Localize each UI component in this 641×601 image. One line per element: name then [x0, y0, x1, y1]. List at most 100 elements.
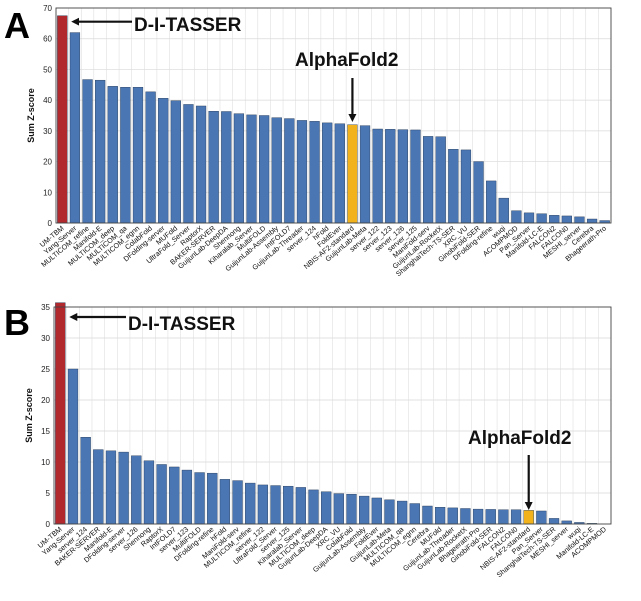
- bar-server-126: [397, 129, 408, 224]
- y-tick-label: 0: [48, 219, 53, 228]
- bar-dfolding-refine: [486, 180, 497, 224]
- bar-guijunlab-deepda: [321, 491, 332, 525]
- bar-cerebra: [422, 505, 433, 525]
- y-tick-label: 5: [46, 489, 51, 498]
- bar-guijunlab-threader: [447, 507, 458, 525]
- bar-meshi-server: [574, 216, 585, 224]
- bar-hfold: [322, 122, 333, 224]
- bar-falcon2: [498, 509, 509, 525]
- bar-xrc-vu: [333, 493, 344, 525]
- bar-um-tbm: [55, 302, 66, 525]
- bar-kiharalab-server: [246, 114, 257, 224]
- bar-guijunlab-meta: [359, 125, 371, 224]
- bar-shanghaitech-ts-ser: [548, 518, 560, 525]
- bar-guijunlab-deepda: [221, 111, 232, 224]
- bar-raptorx: [195, 105, 207, 224]
- bar-ultrafold-server: [183, 104, 194, 224]
- annotation-alphafold2: AlphaFold2: [468, 428, 571, 449]
- y-tick-label: 15: [41, 427, 50, 436]
- y-axis-label: Sum Z-score: [26, 88, 36, 143]
- bar-baker-server: [93, 449, 104, 525]
- bar-multicom-egnn: [132, 87, 144, 224]
- bar-pan-server: [523, 212, 535, 224]
- bar-dfolding-server: [158, 98, 169, 224]
- bar-multicom-deep: [308, 489, 319, 525]
- bar-server-124: [309, 121, 320, 224]
- bar-multifold: [259, 115, 270, 224]
- bar-cerebra: [586, 218, 598, 224]
- y-tick-label: 50: [43, 65, 52, 74]
- grid: [55, 7, 612, 224]
- bar-multicom-refine: [82, 79, 93, 224]
- bar-server-125: [410, 129, 421, 224]
- bar-dfolding-refine: [207, 472, 218, 525]
- bar-manifold-serv: [232, 480, 243, 525]
- bar-guijunlab-threader: [296, 120, 308, 224]
- bar-multicom-refine: [245, 482, 256, 525]
- bars: [57, 15, 610, 224]
- bar-falcon0: [561, 215, 572, 224]
- bar-manifold-e: [95, 79, 106, 224]
- bar-pan-server: [536, 510, 547, 525]
- bar-manifold-e: [105, 450, 117, 525]
- bar-ultrafold-server: [270, 485, 281, 525]
- y-tick-label: 10: [41, 458, 50, 467]
- bar-manifold-lc-e: [536, 213, 547, 224]
- bar-multicom-egnn: [409, 503, 420, 525]
- bar-guijunlab-meta: [384, 499, 395, 525]
- bar-nbis-af2-standard: [347, 124, 358, 224]
- bar-yang-server: [67, 368, 79, 525]
- bar-meshi-server: [561, 520, 572, 525]
- bars: [55, 302, 598, 525]
- bar-multicom-deep: [107, 86, 118, 224]
- bar-server-125: [283, 485, 294, 525]
- bar-guijunlab-assembly: [359, 495, 370, 525]
- annotation-top-performer: D-I-TASSER: [134, 15, 242, 36]
- bar-foldever: [371, 497, 382, 525]
- bar-mufold: [434, 507, 446, 525]
- plot-frame: [55, 7, 612, 224]
- y-axis-label: Sum Z-score: [24, 388, 34, 443]
- bar-wuqi: [498, 197, 509, 224]
- bar-colabfold: [346, 494, 357, 525]
- bar-colabfold: [145, 91, 156, 224]
- bar-manifold-serv: [422, 136, 434, 224]
- bar-raptorx: [156, 464, 167, 525]
- bar-acompmod: [511, 210, 522, 224]
- bar-intfold7: [284, 118, 295, 224]
- bar-server-124: [80, 437, 91, 525]
- annotation-top-performer: D-I-TASSER: [128, 314, 236, 335]
- bar-baker-server: [208, 110, 219, 224]
- bar-falcon2: [549, 215, 560, 224]
- y-tick-label: 25: [41, 365, 50, 374]
- panel-label: A: [4, 5, 30, 46]
- bar-yang-server: [69, 32, 81, 224]
- bar-multifold: [194, 472, 205, 525]
- bar-bhageerath-pro: [472, 508, 484, 525]
- bar-server-122: [372, 128, 383, 224]
- bar-mufold: [170, 100, 181, 224]
- panel-label: B: [4, 302, 30, 343]
- bar-multicom-qa: [396, 500, 408, 525]
- y-tick-label: 0: [46, 520, 51, 529]
- y-tick-label: 30: [43, 127, 52, 136]
- y-tick-label: 60: [43, 35, 52, 44]
- bar-ginobifold-ser: [473, 161, 484, 224]
- bar-foldever: [334, 123, 345, 224]
- y-tick-label: 35: [41, 303, 50, 312]
- bar-server-123: [181, 469, 193, 525]
- bar-um-tbm: [57, 15, 68, 224]
- bar-xrc-vu: [460, 149, 472, 224]
- bar-shennong: [143, 460, 155, 525]
- plot-frame: [53, 306, 612, 525]
- y-tick-label: 30: [41, 334, 50, 343]
- bar-multicom-qa: [120, 87, 131, 224]
- bar-intfold7: [169, 466, 180, 525]
- y-tick-label: 70: [43, 4, 52, 13]
- bar-kiharalab-server: [295, 487, 306, 525]
- bar-hfold: [219, 479, 231, 525]
- bar-dfolding-server: [118, 451, 129, 525]
